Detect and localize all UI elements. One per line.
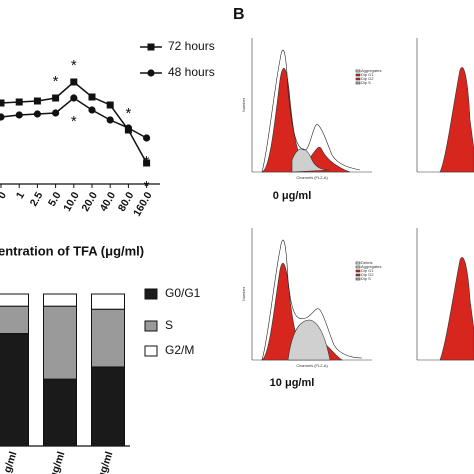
point bbox=[33, 97, 41, 105]
legend-label: 48 hours bbox=[168, 65, 215, 79]
flow-legend-label: Dip S bbox=[361, 276, 371, 281]
point bbox=[33, 110, 42, 118]
point bbox=[143, 134, 151, 142]
annotation: * bbox=[71, 113, 77, 130]
bar-segment bbox=[43, 378, 77, 447]
flow-legend-label: Dip G2 bbox=[361, 272, 374, 277]
legend-swatch bbox=[144, 320, 158, 332]
bar-segment bbox=[0, 293, 29, 307]
x-tick-label: 20.0 bbox=[79, 190, 100, 214]
flow-legend-label: Debris bbox=[361, 260, 373, 265]
flow-histogram-top bbox=[251, 38, 474, 173]
bar-segment bbox=[91, 293, 125, 310]
flow-y-label: Number bbox=[241, 97, 246, 112]
x-tick-label: g/ml bbox=[1, 450, 19, 474]
x-axis-label: entration of TFA (μg/ml) bbox=[0, 243, 144, 258]
point bbox=[52, 109, 60, 117]
legend-label: 72 hours bbox=[168, 39, 215, 53]
x-tick-label: 5.0 bbox=[46, 190, 64, 209]
point bbox=[88, 93, 96, 101]
x-tick-label: 0 bbox=[0, 190, 9, 201]
legend-label: S bbox=[165, 318, 173, 332]
bar-segment bbox=[43, 305, 77, 380]
x-tick-label: 10 μg/ml bbox=[43, 450, 68, 474]
x-tick-label: 10.0 bbox=[61, 190, 82, 214]
point bbox=[0, 99, 5, 107]
annotation: * bbox=[144, 178, 150, 195]
point bbox=[70, 78, 78, 86]
legend-swatch bbox=[144, 288, 158, 300]
bar-segment bbox=[43, 293, 77, 307]
x-tick-label: 40.0 bbox=[98, 190, 119, 214]
bar-segment bbox=[0, 305, 29, 335]
bar-segment bbox=[0, 333, 29, 447]
flow-legend-label: Dip S bbox=[361, 80, 371, 85]
panel-label: B bbox=[233, 6, 245, 23]
point bbox=[0, 113, 5, 121]
x-tick-label: 1 bbox=[14, 190, 27, 201]
point bbox=[106, 101, 114, 109]
flow-caption: 0 μg/ml bbox=[273, 190, 312, 202]
annotation: * bbox=[53, 73, 59, 90]
bar-segment bbox=[91, 308, 125, 368]
point bbox=[15, 111, 23, 119]
flow-x-label: Channels (FL2-A) bbox=[296, 363, 328, 368]
flow-legend-label: Dip G1 bbox=[361, 72, 374, 77]
point bbox=[106, 116, 114, 124]
x-tick-label: 2.5 bbox=[28, 190, 46, 209]
point bbox=[143, 159, 151, 167]
flow-legend-label: Dip G1 bbox=[361, 268, 374, 273]
legend-label: G2/M bbox=[165, 343, 194, 357]
annotation: * bbox=[71, 57, 77, 74]
flow-legend-label: Aggregates bbox=[361, 68, 381, 73]
point bbox=[52, 94, 60, 102]
x-tick-label: 20 μg/ml bbox=[91, 450, 116, 474]
legend-label: G0/G1 bbox=[165, 286, 201, 300]
legend-marker bbox=[147, 69, 155, 77]
annotation: * bbox=[144, 153, 150, 170]
point bbox=[15, 98, 23, 106]
annotation: * bbox=[125, 105, 131, 122]
flow-y-label: Number bbox=[241, 286, 246, 301]
flow-legend-label: Dip G2 bbox=[361, 76, 374, 81]
flow-legend-label: Aggregates bbox=[361, 264, 381, 269]
flow-histogram-bottom bbox=[251, 228, 474, 361]
flow-caption: 10 μg/ml bbox=[270, 377, 315, 389]
legend-swatch bbox=[144, 345, 158, 357]
flow-x-label: Channels (FL2-A) bbox=[296, 175, 328, 180]
point bbox=[124, 124, 132, 132]
point bbox=[88, 106, 96, 114]
point bbox=[70, 94, 78, 102]
bar-segment bbox=[91, 366, 125, 447]
legend-marker bbox=[147, 43, 155, 51]
